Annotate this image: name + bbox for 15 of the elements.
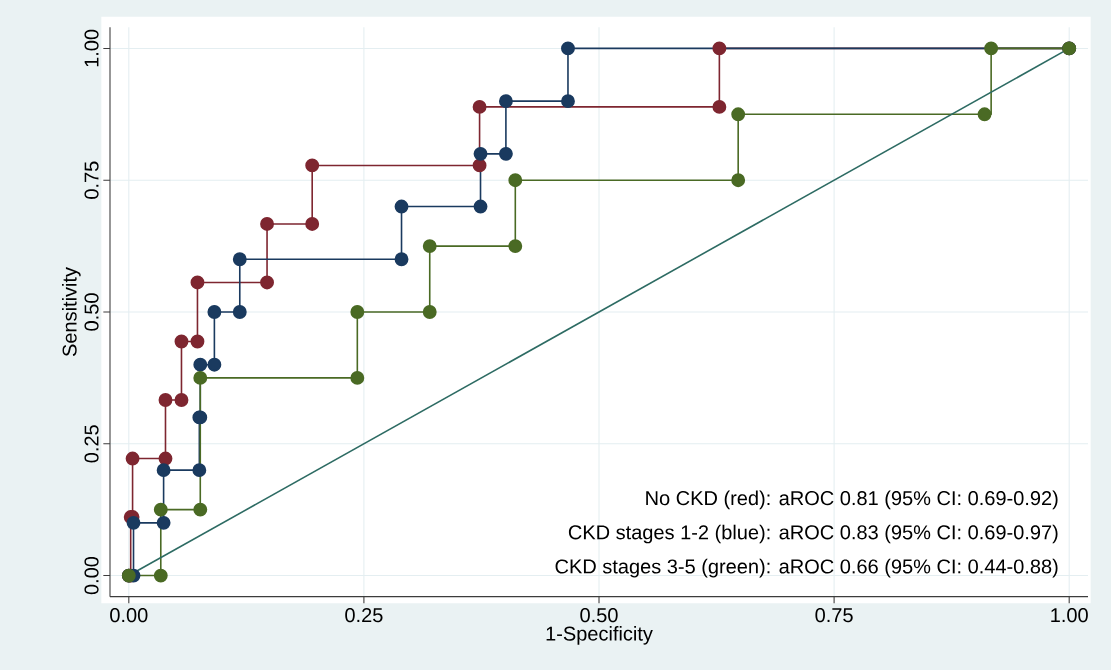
y-tick-label: 1.00 bbox=[84, 29, 99, 67]
x-axis-title: 1-Specificity bbox=[546, 626, 653, 645]
y-tick-label: 0.00 bbox=[84, 556, 99, 595]
annotation: CKD stages 3-5 (green): aROC 0.66 (95% CI: 0.44-0.88) bbox=[555, 558, 1058, 578]
x-tick-label: 0.50 bbox=[580, 608, 618, 623]
x-tick-label: 0.00 bbox=[110, 608, 148, 623]
x-tick-label: 0.75 bbox=[815, 608, 853, 623]
y-tick-label: 0.50 bbox=[84, 293, 99, 331]
y-tick-label: 0.25 bbox=[84, 425, 99, 463]
x-tick-label: 1.00 bbox=[1051, 608, 1088, 623]
y-tick-label: 0.75 bbox=[84, 161, 99, 199]
y-axis-title: Sensitivity bbox=[62, 267, 81, 357]
annotation: CKD stages 1-2 (blue): aROC 0.83 (95% CI: 0.69-0.97) bbox=[568, 524, 1058, 544]
annotation: No CKD (red): aROC 0.81 (95% CI: 0.69-0.92) bbox=[646, 490, 1058, 510]
x-tick-label: 0.25 bbox=[345, 608, 383, 623]
